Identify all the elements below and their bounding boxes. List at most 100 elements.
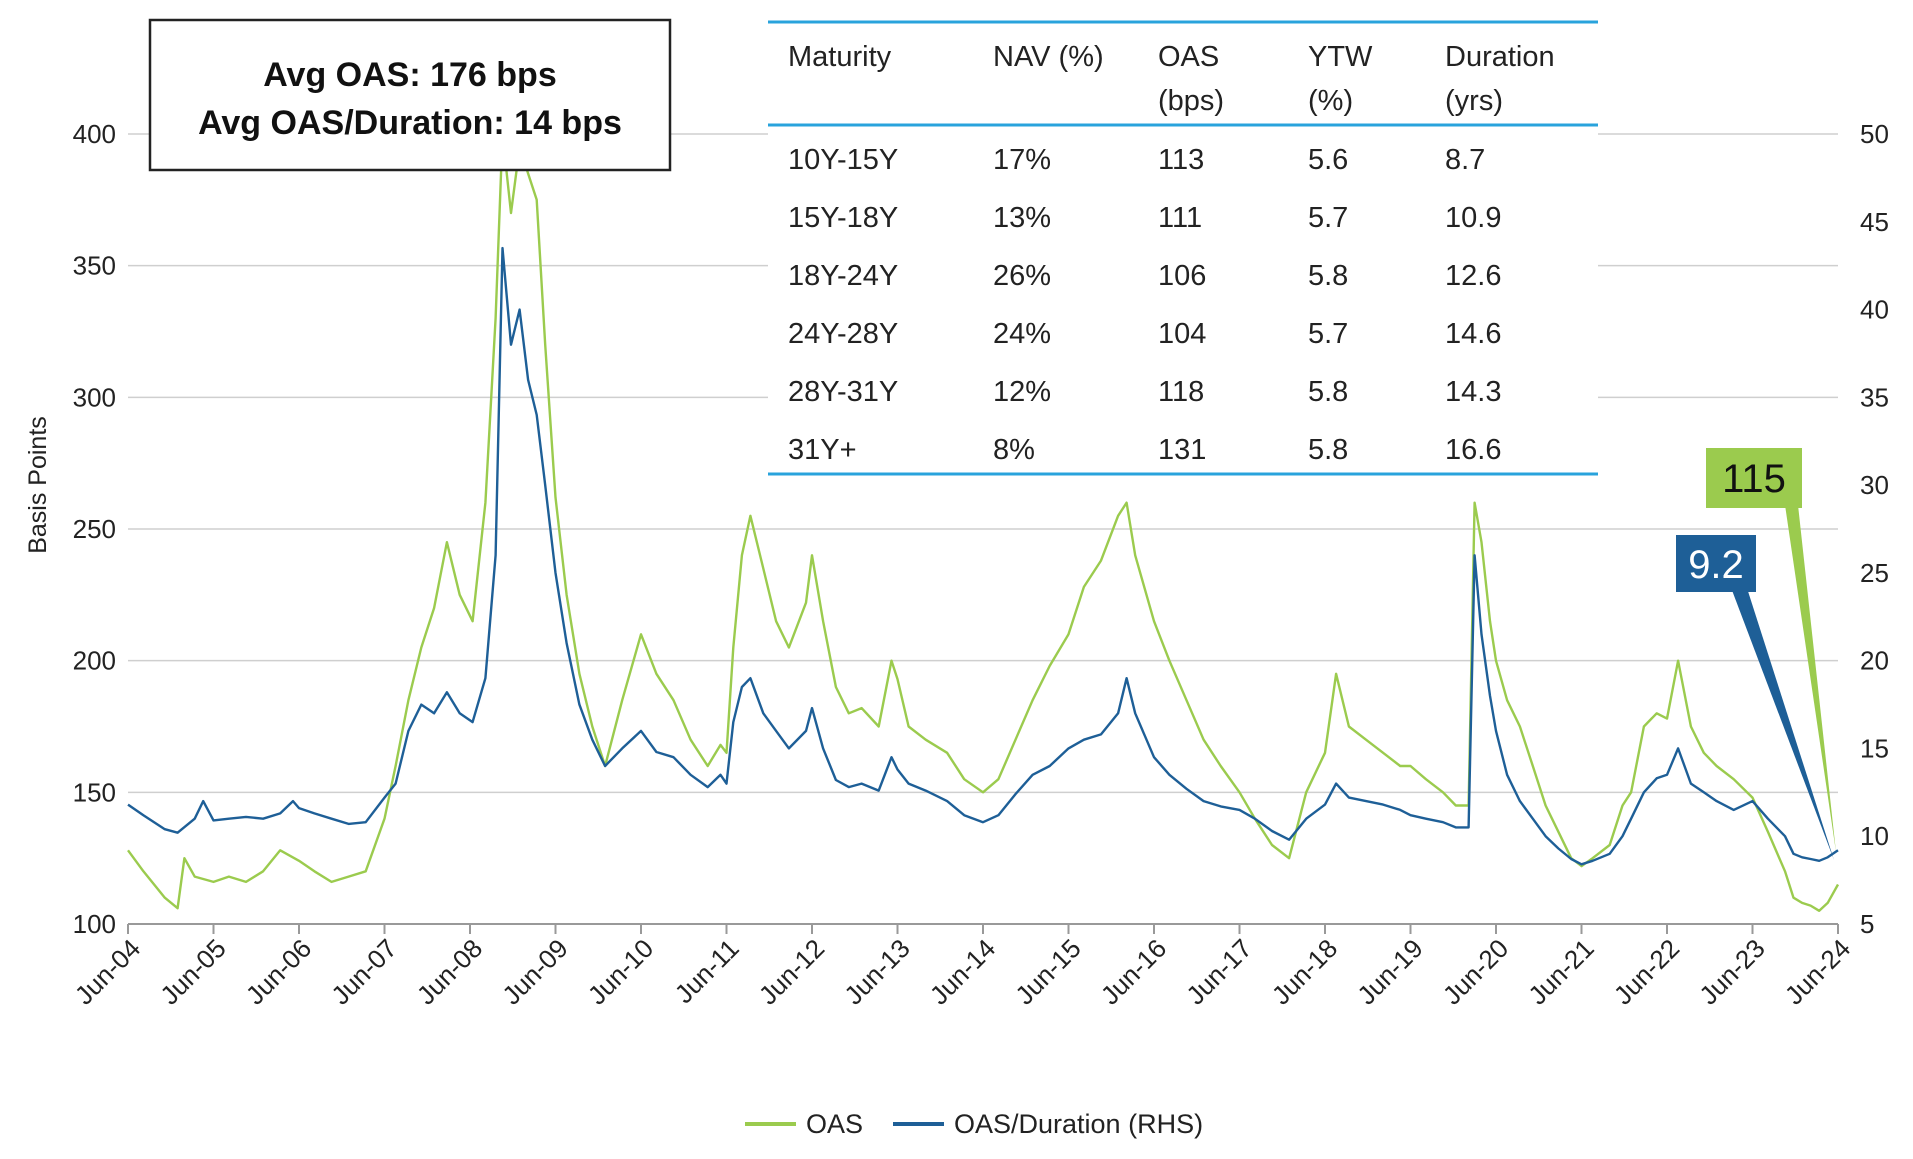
x-tick-label: Jun-15 <box>1009 933 1086 1010</box>
left-tick-label: 200 <box>73 646 116 676</box>
callout-oas-pointer <box>1785 505 1836 852</box>
left-axis-ticks: 100 150 200 250 300 350 400 <box>73 119 116 939</box>
right-axis-ticks: 5 10 15 20 25 30 35 40 45 50 <box>1860 119 1889 939</box>
right-tick-label: 10 <box>1860 821 1889 851</box>
table-header-cell: YTW <box>1308 41 1373 73</box>
x-tick-label: Jun-24 <box>1779 933 1856 1010</box>
summary-box: Avg OAS: 176 bps Avg OAS/Duration: 14 bp… <box>148 18 672 172</box>
summary-line-2: Avg OAS/Duration: 14 bps <box>198 104 622 142</box>
table-cell: 8.7 <box>1445 144 1485 176</box>
table-header-cell: OAS <box>1158 41 1219 73</box>
oas-duration-line <box>127 246 1839 866</box>
x-tick-label: Jun-19 <box>1351 933 1428 1010</box>
callout-oas-duration-box <box>1676 535 1756 592</box>
table-header-cell: Duration <box>1445 41 1555 73</box>
table-cell: 12% <box>993 376 1051 408</box>
table-cell: 16.6 <box>1445 434 1501 466</box>
legend: OAS OAS/Duration (RHS) <box>745 1109 1203 1139</box>
oas-line <box>127 132 1840 912</box>
table-cell: 31Y+ <box>788 434 857 466</box>
callout-oas-box <box>1706 448 1802 508</box>
table-header-cell: (bps) <box>1158 85 1224 117</box>
table-cell: 5.8 <box>1308 376 1348 408</box>
right-tick-label: 40 <box>1860 295 1889 325</box>
x-tick-label: Jun-12 <box>753 933 830 1010</box>
table-cell: 15Y-18Y <box>788 202 898 234</box>
x-tick-label: Jun-08 <box>411 933 488 1010</box>
callout-oas-label: 115 <box>1722 457 1786 501</box>
left-tick-label: 350 <box>73 251 116 281</box>
left-tick-label: 400 <box>73 119 116 149</box>
table-cell: 10.9 <box>1445 202 1501 234</box>
right-tick-label: 30 <box>1860 470 1889 500</box>
callout-oas-duration-pointer <box>1730 585 1834 860</box>
left-tick-label: 250 <box>73 514 116 544</box>
table-cell: 131 <box>1158 434 1206 466</box>
table-cell: 12.6 <box>1445 260 1501 292</box>
table-cell: 8% <box>993 434 1035 466</box>
table-cell: 118 <box>1158 376 1204 408</box>
x-tick-label: Jun-06 <box>240 933 317 1010</box>
x-tick-label: Jun-22 <box>1608 933 1685 1010</box>
table-cell: 5.8 <box>1308 260 1348 292</box>
table-header-cell: (yrs) <box>1445 85 1503 117</box>
table-cell: 5.8 <box>1308 434 1348 466</box>
left-tick-label: 150 <box>73 777 116 807</box>
x-tick-label: Jun-05 <box>154 933 231 1010</box>
x-tick-label: Jun-21 <box>1522 933 1599 1010</box>
table-header-cell: Maturity <box>788 41 892 73</box>
right-tick-label: 20 <box>1860 646 1889 676</box>
table-cell: 106 <box>1158 260 1206 292</box>
x-tick-label: Jun-13 <box>838 933 915 1010</box>
right-tick-label: 25 <box>1860 558 1889 588</box>
right-tick-label: 45 <box>1860 207 1889 237</box>
series-lines <box>127 132 1840 912</box>
x-axis: Jun-04 Jun-05 Jun-06 Jun-07 Jun-08 Jun-09 Jun-… <box>69 923 1856 1010</box>
table-cell: 111 <box>1158 202 1202 234</box>
x-tick-label: Jun-09 <box>496 933 573 1010</box>
legend-oas-label: OAS <box>806 1109 863 1139</box>
x-tick-label: Jun-17 <box>1180 933 1257 1010</box>
table-cell: 26% <box>993 260 1051 292</box>
table-cell: 10Y-15Y <box>788 144 898 176</box>
y-axis-label: Basis Points <box>24 416 52 554</box>
callout-oas: 115 <box>1706 448 1836 852</box>
summary-line-1: Avg OAS: 176 bps <box>263 56 556 94</box>
table-cell: 5.6 <box>1308 144 1348 176</box>
x-tick-label: Jun-14 <box>924 933 1001 1010</box>
right-tick-label: 50 <box>1860 119 1889 149</box>
x-tick-label: Jun-07 <box>325 933 402 1010</box>
right-tick-label: 5 <box>1860 909 1874 939</box>
table-cell: 113 <box>1158 144 1204 176</box>
table-background <box>768 22 1598 474</box>
right-tick-label: 15 <box>1860 733 1889 763</box>
callout-oas-duration-label: 9.2 <box>1688 543 1744 587</box>
table-cell: 14.3 <box>1445 376 1501 408</box>
summary-box-frame <box>148 18 672 172</box>
x-tick-label: Jun-20 <box>1437 933 1514 1010</box>
table-cell: 5.7 <box>1308 318 1348 350</box>
table-cell: 104 <box>1158 318 1206 350</box>
table-cell: 24Y-28Y <box>788 318 898 350</box>
x-tick-label: Jun-11 <box>669 933 745 1009</box>
table-header-cell: (%) <box>1308 85 1353 117</box>
left-tick-label: 100 <box>73 909 116 939</box>
x-tick-label: Jun-04 <box>69 933 146 1010</box>
x-tick-label: Jun-23 <box>1693 933 1770 1010</box>
x-tick-label: Jun-16 <box>1095 933 1172 1010</box>
x-tick-label: Jun-18 <box>1266 933 1343 1010</box>
maturity-table: Maturity NAV (%) OAS (bps) YTW (%) Duration (yr… <box>768 20 1598 476</box>
table-cell: 18Y-24Y <box>788 260 898 292</box>
x-tick-label: Jun-10 <box>582 933 659 1010</box>
table-cell: 17% <box>993 144 1051 176</box>
table-cell: 5.7 <box>1308 202 1348 234</box>
table-cell: 13% <box>993 202 1051 234</box>
table-cell: 24% <box>993 318 1051 350</box>
table-cell: 28Y-31Y <box>788 376 898 408</box>
table-cell: 14.6 <box>1445 318 1501 350</box>
legend-oas-duration-label: OAS/Duration (RHS) <box>954 1109 1203 1139</box>
table-header-cell: NAV (%) <box>993 41 1104 73</box>
right-tick-label: 35 <box>1860 382 1889 412</box>
